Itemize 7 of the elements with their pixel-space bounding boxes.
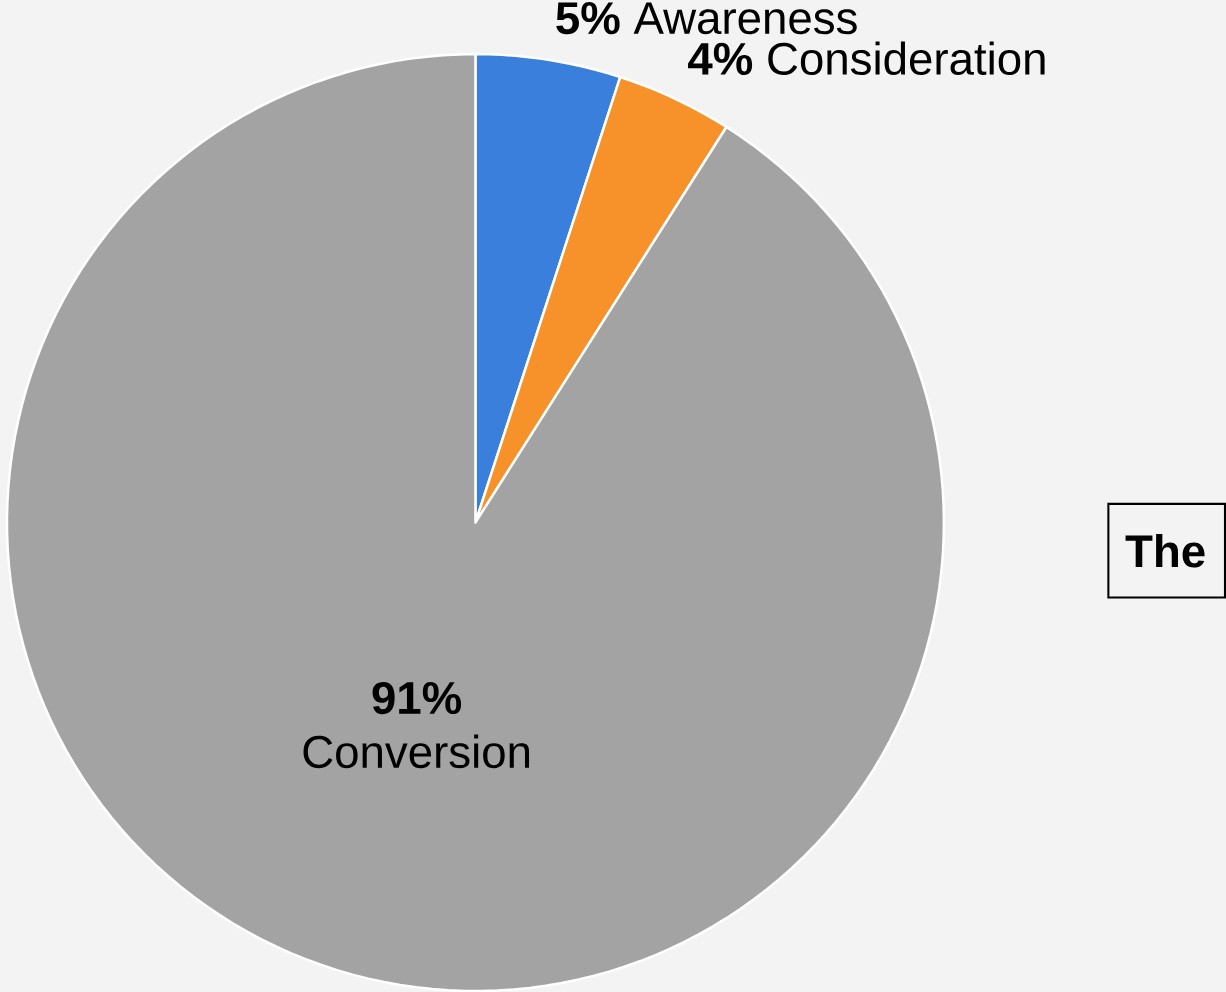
slice-label: Conversion <box>303 734 530 769</box>
data-label: 4% <box>688 42 753 75</box>
data-label: 91% <box>372 681 462 715</box>
slice-label: Consideration <box>768 41 1045 75</box>
data-label: 5% <box>556 1 620 35</box>
slice-label: Awareness <box>633 2 857 35</box>
text: The <box>1125 533 1205 568</box>
